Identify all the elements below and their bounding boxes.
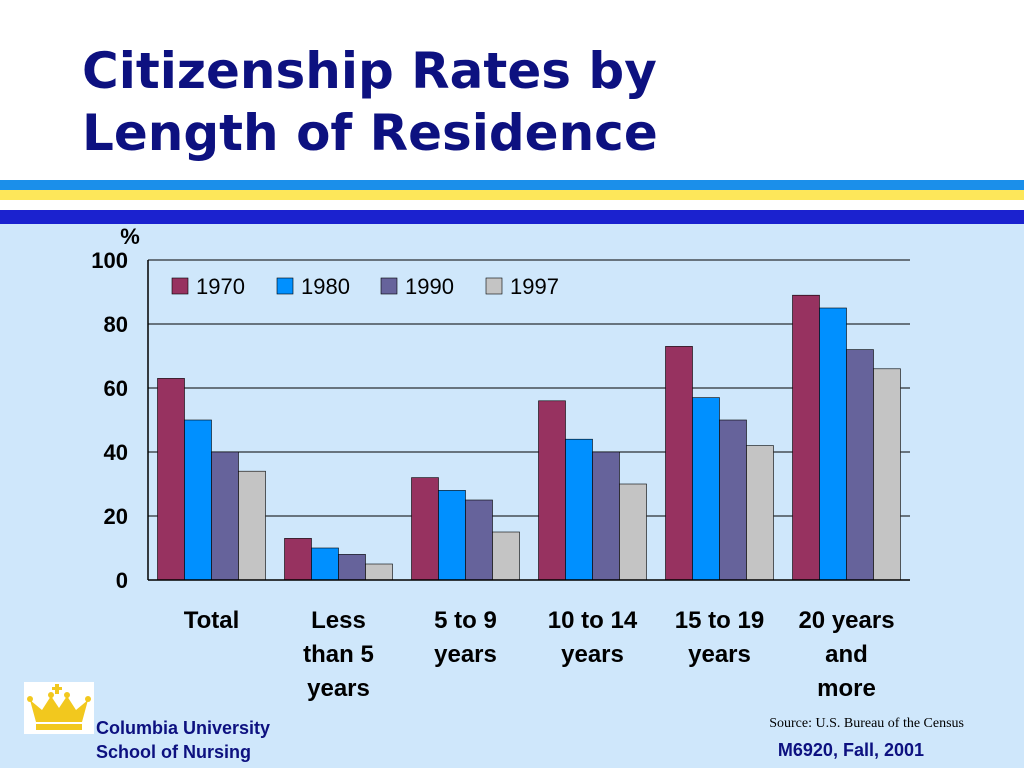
- bar-1997-2: [492, 531, 520, 581]
- bar-1980-0: [184, 419, 212, 581]
- y-tick-label: 80: [104, 312, 128, 337]
- dark-blue-stripe: [0, 210, 1024, 224]
- bar-1970-5: [792, 294, 820, 581]
- legend-swatch-1970: [171, 277, 189, 295]
- bar-1970-0: [157, 378, 185, 581]
- x-tick-label: and: [825, 641, 868, 668]
- bar-1970-4: [665, 346, 693, 581]
- y-tick-label: 100: [91, 248, 128, 273]
- source-note: Source: U.S. Bureau of the Census: [769, 716, 964, 731]
- org-name: Columbia University School of Nursing: [96, 716, 270, 764]
- org-line-1: Columbia University: [96, 718, 271, 738]
- title-line-1: Citizenship Rates by: [82, 42, 657, 100]
- yellow-stripe: [0, 190, 1024, 200]
- bar-1990-2: [465, 499, 493, 581]
- legend-label-1997: 1997: [510, 274, 559, 299]
- bar-1990-3: [592, 451, 620, 581]
- legend-label-1980: 1980: [301, 274, 350, 299]
- x-tick-label: 10 to 14: [548, 607, 638, 634]
- bar-1990-5: [846, 349, 874, 581]
- x-tick-label: 5 to 9: [434, 607, 497, 634]
- blue-stripe: [0, 180, 1024, 190]
- y-tick-label: 0: [116, 568, 128, 593]
- bar-1970-1: [284, 538, 312, 581]
- slide-title: Citizenship Rates by Length of Residence: [82, 40, 982, 164]
- x-tick-label: years: [307, 675, 370, 702]
- bar-1980-1: [311, 547, 339, 581]
- x-tick-label: years: [688, 641, 751, 668]
- white-stripe: [0, 200, 1024, 210]
- bar-1990-4: [719, 419, 747, 581]
- bar-1980-4: [692, 397, 720, 581]
- y-tick-label: 60: [104, 376, 128, 401]
- legend-swatch-1997: [485, 277, 503, 295]
- legend-label-1990: 1990: [405, 274, 454, 299]
- bar-1970-3: [538, 400, 566, 581]
- bar-1980-5: [819, 307, 847, 581]
- bar-1997-4: [746, 445, 774, 581]
- bar-1970-2: [411, 477, 439, 581]
- y-axis-label: %: [120, 224, 140, 249]
- bar-1990-1: [338, 554, 366, 581]
- x-tick-label: 20 years: [798, 607, 894, 634]
- legend-swatch-1990: [380, 277, 398, 295]
- crown-icon: [27, 684, 91, 730]
- bar-1990-0: [211, 451, 239, 581]
- bar-1997-5: [873, 368, 901, 581]
- y-tick-label: 40: [104, 440, 128, 465]
- logo: [24, 682, 94, 734]
- y-tick-label: 20: [104, 504, 128, 529]
- title-line-2: Length of Residence: [82, 104, 658, 162]
- bar-1997-3: [619, 483, 647, 581]
- bar-1997-0: [238, 470, 266, 581]
- x-tick-label: years: [434, 641, 497, 668]
- x-tick-label: more: [817, 675, 876, 702]
- x-tick-label: years: [561, 641, 624, 668]
- org-line-2: School of Nursing: [96, 742, 251, 762]
- legend-swatch-1980: [276, 277, 294, 295]
- bar-1997-1: [365, 563, 393, 581]
- x-tick-label: Less: [311, 607, 366, 634]
- x-tick-label: 15 to 19: [675, 607, 764, 634]
- x-tick-label: than 5: [303, 641, 374, 668]
- bar-1980-2: [438, 490, 466, 581]
- course-label: M6920, Fall, 2001: [777, 740, 924, 760]
- legend-label-1970: 1970: [196, 274, 245, 299]
- x-tick-label: Total: [184, 607, 240, 634]
- bar-1980-3: [565, 438, 593, 581]
